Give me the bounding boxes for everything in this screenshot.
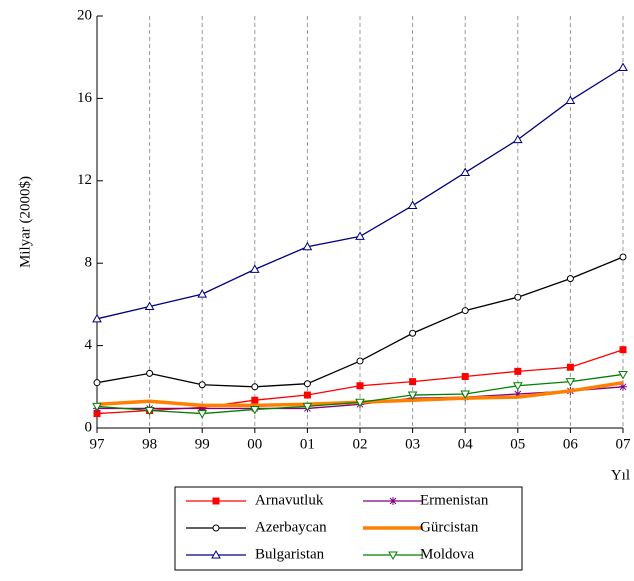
marker — [566, 275, 574, 283]
marker — [197, 289, 208, 298]
y-tick-label: 16 — [77, 90, 93, 106]
legend-label: Azerbaycan — [255, 519, 327, 535]
marker — [619, 382, 627, 391]
marker — [461, 307, 469, 315]
marker — [302, 402, 313, 412]
marker — [565, 95, 576, 104]
x-tick-label: 05 — [510, 436, 525, 452]
marker — [144, 301, 155, 310]
marker — [92, 313, 102, 323]
marker — [409, 329, 417, 337]
marker — [619, 253, 627, 261]
y-tick-label: 20 — [77, 7, 92, 23]
marker — [212, 524, 220, 532]
y-tick-label: 0 — [85, 419, 93, 435]
marker — [303, 391, 311, 399]
marker — [198, 381, 206, 389]
y-tick-label: 8 — [85, 255, 93, 271]
marker — [388, 551, 398, 561]
marker — [303, 380, 311, 388]
marker — [198, 404, 207, 413]
x-tick-label: 04 — [458, 436, 474, 452]
marker — [461, 373, 469, 380]
x-tick-label: 00 — [247, 436, 262, 452]
marker — [355, 398, 365, 408]
marker — [407, 200, 418, 210]
x-tick-label: 03 — [405, 436, 420, 452]
marker — [302, 241, 313, 251]
x-tick-label: 06 — [563, 436, 579, 452]
x-tick-label: 07 — [616, 436, 632, 452]
legend-box — [174, 486, 523, 571]
marker — [212, 497, 220, 505]
marker — [144, 406, 155, 416]
x-tick-label: 02 — [353, 436, 368, 452]
marker — [356, 382, 364, 390]
y-tick-label: 12 — [77, 172, 92, 188]
marker — [251, 396, 259, 404]
y-tick-label: 4 — [85, 337, 93, 353]
marker — [618, 370, 628, 380]
marker — [618, 62, 628, 71]
marker — [92, 402, 102, 412]
marker — [514, 293, 522, 301]
legend-label: Moldova — [420, 546, 475, 562]
marker — [460, 167, 471, 177]
marker — [356, 357, 364, 365]
marker — [249, 405, 260, 415]
marker — [512, 134, 523, 144]
marker — [355, 231, 365, 240]
marker — [514, 367, 522, 375]
legend-label: Gürcistan — [420, 519, 479, 535]
marker — [211, 549, 221, 559]
marker — [460, 390, 471, 400]
marker — [407, 391, 418, 401]
marker — [251, 383, 259, 391]
marker — [146, 369, 154, 377]
marker — [197, 410, 208, 419]
marker — [566, 363, 574, 371]
y-axis-label: Milyar (2000$) — [17, 176, 33, 268]
marker — [513, 390, 522, 399]
marker — [619, 346, 627, 354]
x-tick-label: 98 — [142, 436, 157, 452]
marker — [389, 497, 397, 505]
marker — [565, 378, 576, 387]
legend-label: Arnavutluk — [255, 492, 324, 508]
x-axis-label: Yıl — [611, 467, 630, 483]
x-tick-label: 97 — [90, 436, 106, 452]
legend-label: Bulgaristan — [255, 546, 325, 562]
marker — [409, 378, 417, 386]
marker — [512, 382, 523, 391]
legend-label: Ermenistan — [420, 492, 489, 508]
x-tick-label: 01 — [300, 436, 315, 452]
marker — [93, 379, 101, 387]
x-tick-label: 99 — [195, 436, 210, 452]
marker — [249, 264, 260, 273]
